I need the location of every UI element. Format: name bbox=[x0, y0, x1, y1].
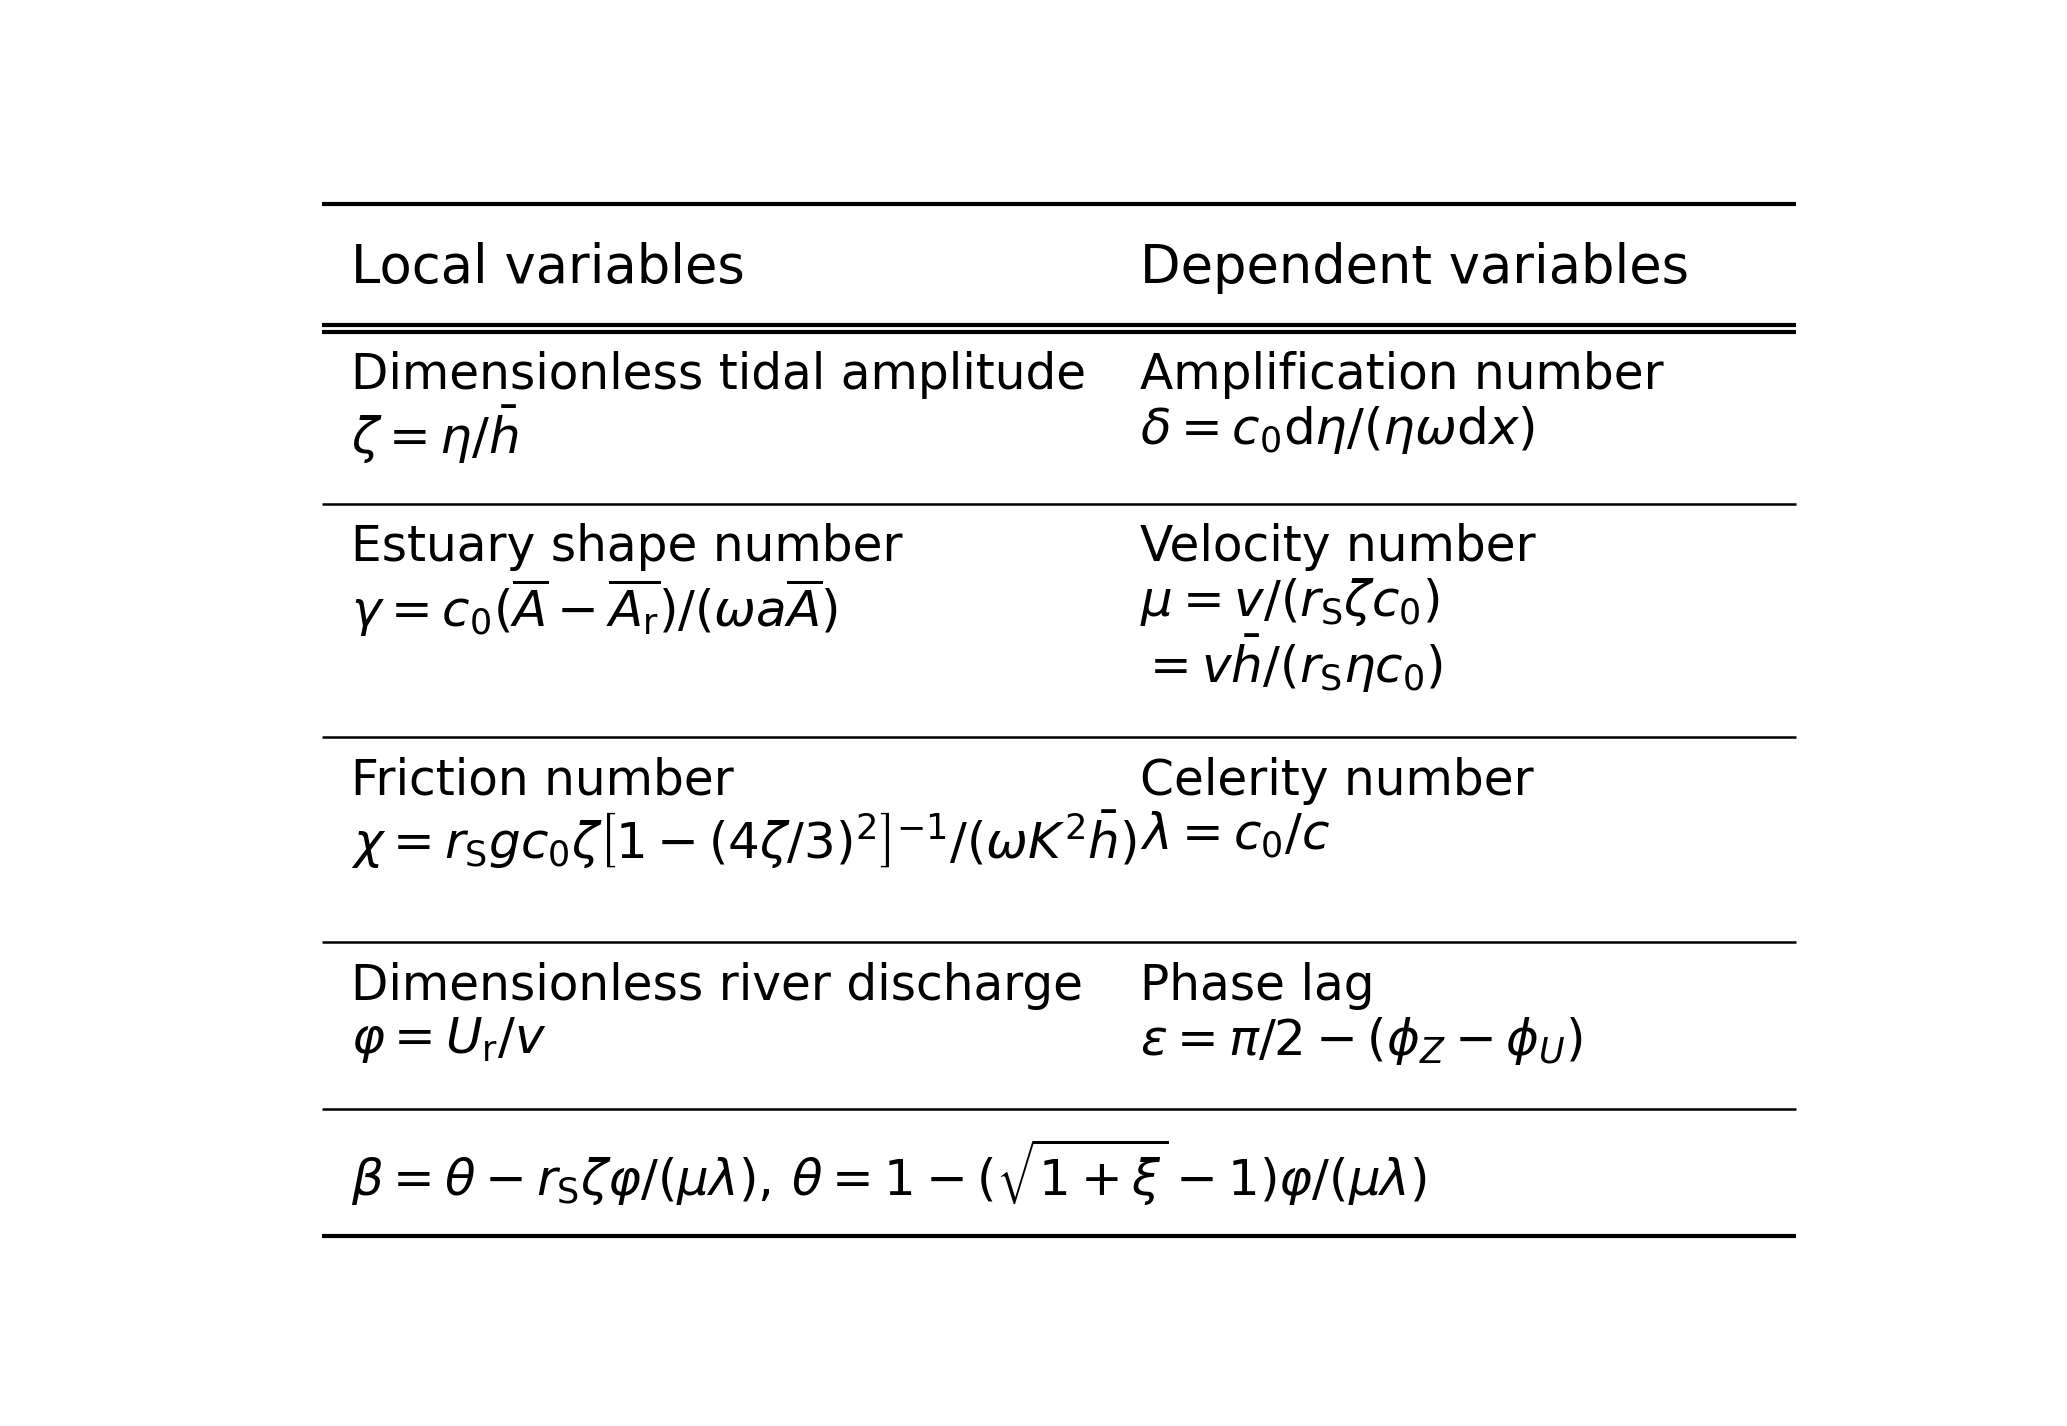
Text: Dimensionless tidal amplitude: Dimensionless tidal amplitude bbox=[351, 351, 1087, 399]
Text: Dimensionless river discharge: Dimensionless river discharge bbox=[351, 963, 1083, 1010]
Text: Estuary shape number: Estuary shape number bbox=[351, 523, 903, 572]
Text: $\delta = c_0\mathrm{d}\eta/(\eta\omega\mathrm{d}x)$: $\delta = c_0\mathrm{d}\eta/(\eta\omega\… bbox=[1139, 404, 1534, 456]
Text: Friction number: Friction number bbox=[351, 757, 734, 804]
Text: $\gamma = c_0(\overline{A} - \overline{A_{\mathrm{r}}})/(\omega a \overline{A})$: $\gamma = c_0(\overline{A} - \overline{A… bbox=[351, 576, 839, 639]
Text: $\lambda = c_0/c$: $\lambda = c_0/c$ bbox=[1139, 809, 1329, 860]
Text: $\varepsilon = \pi/2 - (\phi_Z - \phi_U)$: $\varepsilon = \pi/2 - (\phi_Z - \phi_U)… bbox=[1139, 1014, 1583, 1067]
Text: Amplification number: Amplification number bbox=[1139, 351, 1664, 399]
Text: $\beta = \theta - r_{\mathrm{S}}\zeta\varphi/(\mu\lambda),\,\theta = 1-(\sqrt{1+: $\beta = \theta - r_{\mathrm{S}}\zeta\va… bbox=[351, 1137, 1426, 1208]
Text: Velocity number: Velocity number bbox=[1139, 523, 1536, 572]
Text: $\mu = v/(r_{\mathrm{S}}\zeta c_0)$: $\mu = v/(r_{\mathrm{S}}\zeta c_0)$ bbox=[1139, 576, 1439, 629]
Text: $\varphi = U_{\mathrm{r}}/v$: $\varphi = U_{\mathrm{r}}/v$ bbox=[351, 1014, 548, 1065]
Text: $\zeta = \eta/\bar{h}$: $\zeta = \eta/\bar{h}$ bbox=[351, 404, 519, 466]
Text: Dependent variables: Dependent variables bbox=[1139, 242, 1689, 294]
Text: Celerity number: Celerity number bbox=[1139, 757, 1534, 804]
Text: $=v\bar{h}/(r_{\mathrm{S}}\eta c_0)$: $=v\bar{h}/(r_{\mathrm{S}}\eta c_0)$ bbox=[1139, 633, 1443, 696]
Text: Phase lag: Phase lag bbox=[1139, 963, 1375, 1010]
Text: $\chi = r_{\mathrm{S}}gc_0\zeta\left[1-(4\zeta/3)^2\right]^{-1}/(\omega K^2\bar{: $\chi = r_{\mathrm{S}}gc_0\zeta\left[1-(… bbox=[351, 809, 1137, 871]
Text: Local variables: Local variables bbox=[351, 242, 746, 294]
